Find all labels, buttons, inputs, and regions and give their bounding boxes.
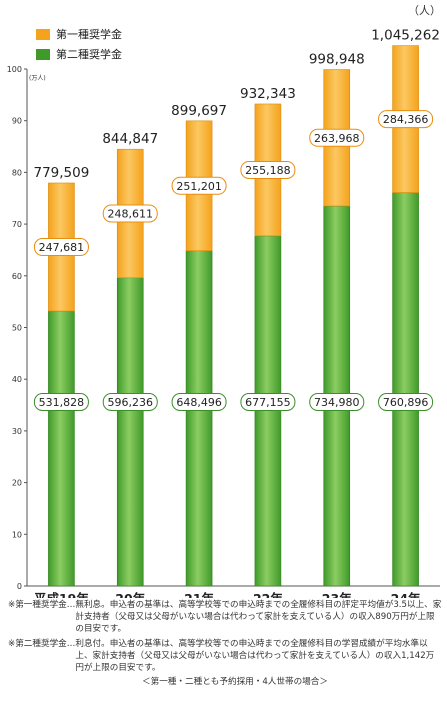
y-tick-label: 40 (12, 375, 22, 384)
data-label-type1: 263,968 (314, 132, 360, 145)
data-label-type1-box (102, 204, 158, 223)
x-tick-label: 20年 (115, 591, 145, 598)
y-tick-label: 80 (12, 168, 22, 177)
total-label: 932,343 (240, 86, 296, 102)
y-tick-label: 90 (12, 117, 22, 126)
data-label-type2: 531,828 (39, 396, 85, 409)
data-label-type1: 248,611 (108, 207, 154, 220)
data-label-type1: 284,366 (383, 113, 429, 126)
footnote-condition: ＜第一種・二種とも予約採用・4人世帯の場合＞ (142, 677, 328, 688)
x-tick-label: 平成19年 (34, 591, 89, 598)
bar-type2 (48, 310, 75, 587)
data-label-type2: 734,980 (314, 396, 360, 409)
data-label-type2: 596,236 (108, 396, 154, 409)
unit-label: （人） (408, 4, 441, 17)
data-label-type1-box (33, 238, 89, 257)
bar-type2 (185, 250, 213, 587)
y-tick-label: 50 (12, 324, 22, 333)
legend-label-type1: 第一種奨学金 (56, 28, 122, 41)
data-label-type2: 677,155 (245, 396, 291, 409)
footnote-type2-head: ※第二種奨学金… (8, 638, 76, 649)
data-label-type2-box (171, 393, 227, 411)
legend-swatch-type2 (36, 48, 50, 60)
data-label-type2-box (102, 393, 158, 411)
data-label-type1: 251,201 (176, 180, 222, 193)
total-label: 998,948 (309, 52, 365, 68)
data-label-type1: 255,188 (245, 164, 291, 177)
data-label-type2-box (240, 393, 296, 411)
y-tick-label: 20 (12, 479, 22, 488)
data-label-type1-box (378, 110, 434, 129)
footnote-type1-head: ※第一種奨学金… (8, 600, 76, 610)
data-label-type2-box (378, 393, 434, 411)
data-label-type2: 648,496 (176, 396, 222, 409)
y-tick-label: 30 (12, 427, 22, 436)
legend-item-type2: 第二種奨学金 (36, 44, 122, 64)
y-axis-unit: (万人) (29, 75, 46, 82)
legend: 第一種奨学金 第二種奨学金 (36, 24, 122, 64)
total-label: 779,509 (34, 165, 90, 181)
legend-label-type2: 第二種奨学金 (56, 48, 122, 61)
x-tick-label: 23年 (322, 591, 352, 598)
y-tick-label: 0 (17, 582, 22, 591)
y-tick-label: 70 (12, 220, 22, 229)
total-label: 844,847 (102, 131, 158, 147)
data-label-type2-box (33, 393, 89, 411)
x-tick-label: 22年 (253, 591, 283, 598)
data-label-type2-box (309, 393, 365, 411)
data-label-type1-box (240, 160, 296, 179)
y-tick-label: 10 (12, 530, 22, 539)
footnote-type2-body: 利息付。申込者の基準は、高等学校等での申込時までの全履修科目の学習成績が平均水準… (75, 638, 435, 674)
bar-type2 (116, 277, 144, 587)
data-label-type1: 247,681 (39, 241, 85, 254)
legend-swatch-type1 (36, 28, 50, 40)
footnote-type1-body: 無利息。申込者の基準は、高等学校等での申込時までの全履修科目の評定平均値が3.5… (75, 600, 442, 635)
y-tick-label: 60 (12, 272, 22, 281)
bar-chart: 0 10 20 30 40 50 60 70 80 90 100 (万人) 531,828 247,681… (7, 28, 440, 598)
legend-item-type1: 第一種奨学金 (36, 24, 122, 44)
footnote-type1: ※第一種奨学金… 無利息。申込者の基準は、高等学校等での申込時までの全履修科目の… (8, 599, 442, 636)
data-label-type1-box (309, 128, 365, 147)
total-label: 1,045,262 (371, 28, 440, 44)
x-tick-label: 24年 (391, 591, 421, 598)
footnote-type2: ※第二種奨学金… 利息付。申込者の基準は、高等学校等での申込時までの全履修科目の… (8, 638, 442, 675)
data-label-type2: 760,896 (383, 396, 429, 409)
footnotes: ※第一種奨学金… 無利息。申込者の基準は、高等学校等での申込時までの全履修科目の… (8, 599, 442, 688)
total-label: 899,697 (171, 103, 227, 119)
bar-type2 (392, 192, 419, 587)
data-label-type1-box (171, 176, 227, 195)
x-tick-label: 21年 (184, 591, 214, 598)
y-tick-label: 100 (7, 65, 22, 74)
